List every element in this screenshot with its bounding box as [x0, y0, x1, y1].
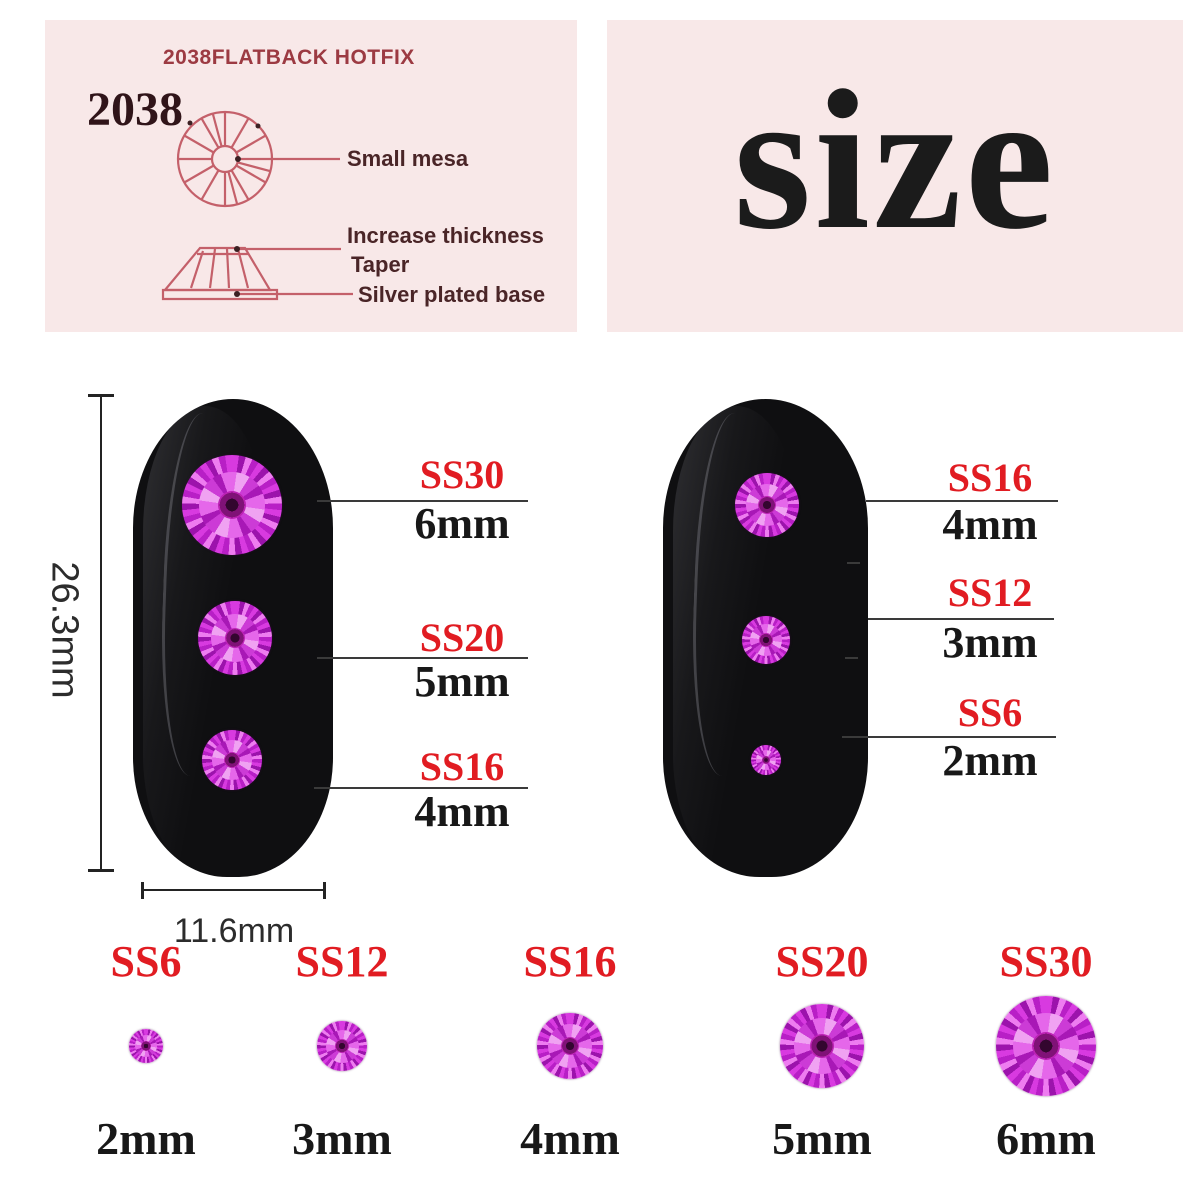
label-small-mesa: Small mesa: [347, 146, 469, 171]
rhinestone-ss12: [742, 616, 790, 664]
chart-stone-ss30: [996, 996, 1096, 1096]
callout-mm-3mm: 3mm: [942, 618, 1038, 667]
callout-code-ss12: SS12: [947, 570, 1033, 615]
chart-mm-6mm: 6mm: [996, 1113, 1096, 1164]
side-view-diagram: [161, 246, 353, 301]
label-increase-thickness: Increase thickness: [347, 223, 544, 248]
chart-mm-2mm: 2mm: [96, 1113, 196, 1164]
size-panel: size: [607, 20, 1183, 332]
chart-code-ss16: SS16: [523, 937, 617, 986]
rhinestone-ss30: [182, 455, 282, 555]
model-number: 2038: [87, 83, 183, 136]
callout-code-ss20: SS20: [419, 615, 505, 660]
leader-line-ss6: [842, 736, 1056, 738]
rhinestone-ss6: [751, 745, 781, 775]
length-ruler-line: [100, 396, 102, 871]
length-ruler-top-cap: [88, 394, 114, 397]
nail-width-value: 11.6mm: [173, 912, 295, 950]
callout-code-ss16-right: SS16: [947, 455, 1033, 500]
top-view-diagram: [176, 110, 340, 208]
callout-mm-6mm: 6mm: [414, 499, 510, 548]
callout-code-ss16: SS16: [419, 744, 505, 789]
chart-code-ss30: SS30: [999, 937, 1093, 986]
chart-stone-ss16: [537, 1013, 603, 1079]
chart-mm-4mm: 4mm: [520, 1113, 620, 1164]
chart-code-ss20: SS20: [775, 937, 869, 986]
chart-code-ss6: SS6: [110, 937, 182, 986]
leader-stub-ss12: [847, 562, 860, 564]
leader-line-ss20: [317, 657, 528, 659]
callout-mm-5mm: 5mm: [414, 657, 510, 706]
chart-stone-ss6: [129, 1029, 163, 1063]
callout-mm-2mm: 2mm: [942, 736, 1038, 785]
chart-mm-3mm: 3mm: [292, 1113, 392, 1164]
callout-code-ss30: SS30: [419, 452, 505, 497]
nail-length-value: 26.3mm: [43, 561, 86, 699]
diagram-dots: [187, 120, 261, 297]
width-ruler-left-tick: [141, 882, 144, 899]
rhinestone-ss16-right: [735, 473, 799, 537]
leader-line-ss16-right: [866, 500, 1058, 502]
spec-panel: 2038FLATBACK HOTFIX 2038: [45, 20, 577, 332]
length-ruler-bottom-cap: [88, 869, 114, 872]
chart-mm-5mm: 5mm: [772, 1113, 872, 1164]
size-heading: size: [733, 50, 1057, 271]
chart-code-ss12: SS12: [295, 937, 389, 986]
rhinestone-diagram: [161, 110, 353, 301]
leader-stub-ss6: [845, 657, 858, 659]
label-taper: Taper: [351, 252, 410, 277]
chart-stone-ss20: [780, 1004, 864, 1088]
width-ruler-line: [142, 889, 325, 891]
leader-line-ss12: [868, 618, 1054, 620]
callout-code-ss6: SS6: [957, 690, 1023, 735]
rhinestone-ss16: [202, 730, 262, 790]
spec-panel-title: 2038FLATBACK HOTFIX: [163, 46, 415, 69]
leader-line-ss30: [317, 500, 528, 502]
callout-mm-4mm: 4mm: [414, 787, 510, 836]
callout-mm-4mm-right: 4mm: [942, 500, 1038, 549]
rhinestone-ss20: [198, 601, 272, 675]
width-ruler-right-tick: [323, 882, 326, 899]
leader-line-ss16: [314, 787, 528, 789]
chart-stone-ss12: [317, 1021, 367, 1071]
label-silver-plated-base: Silver plated base: [358, 282, 546, 307]
